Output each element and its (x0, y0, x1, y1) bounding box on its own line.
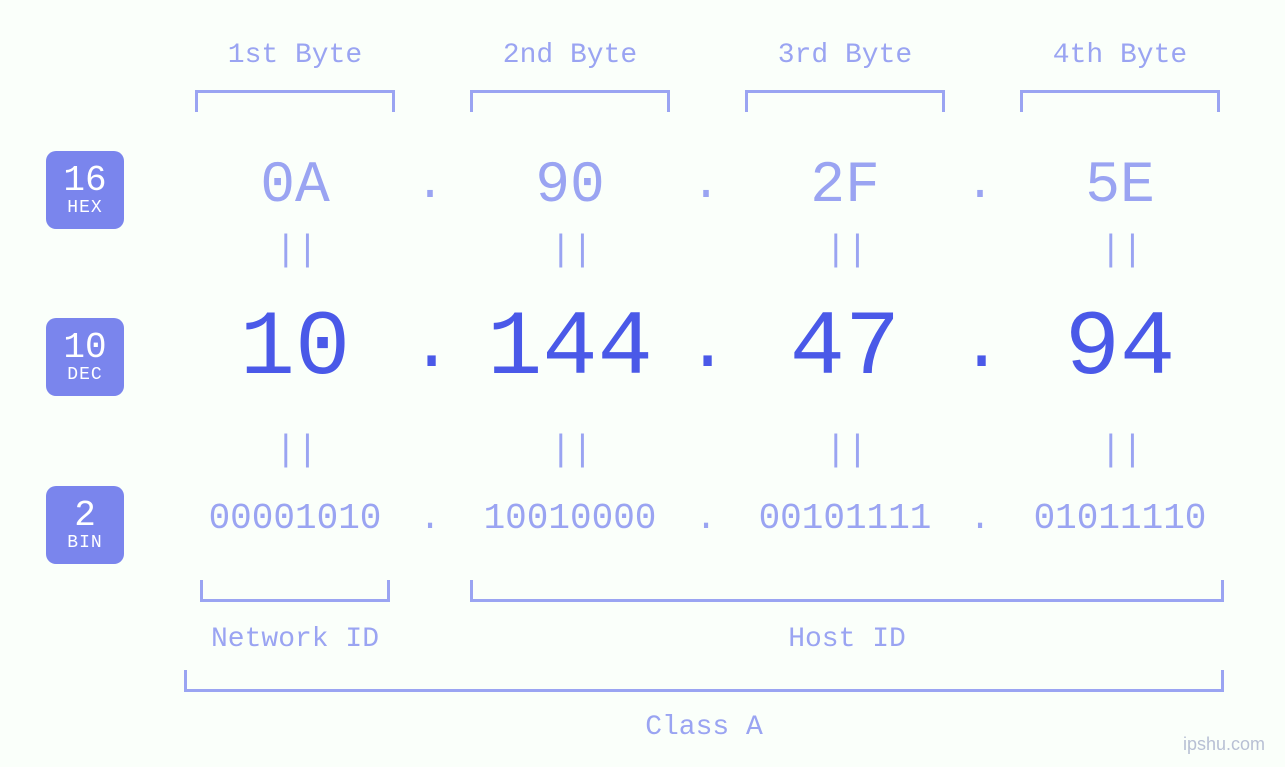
bin-byte-2: 10010000 (455, 498, 685, 539)
hex-byte-2: 90 (455, 154, 685, 219)
dec-byte-4: 94 (1005, 296, 1235, 401)
dec-dot-2: . (686, 306, 726, 388)
badge-dec-num: 10 (63, 329, 106, 367)
eq-upper-1: || (275, 230, 315, 271)
hex-byte-4: 5E (1005, 154, 1235, 219)
badge-bin: 2 BIN (46, 486, 124, 564)
dec-byte-2: 144 (455, 296, 685, 401)
hex-byte-1: 0A (180, 154, 410, 219)
dec-dot-3: . (960, 306, 1000, 388)
class-bracket (184, 670, 1224, 692)
bin-byte-1: 00001010 (180, 498, 410, 539)
eq-upper-2: || (550, 230, 590, 271)
badge-hex: 16 HEX (46, 151, 124, 229)
dec-byte-1: 10 (180, 296, 410, 401)
byte-bracket-2 (470, 90, 670, 112)
hex-dot-1: . (410, 158, 450, 212)
eq-lower-1: || (275, 430, 315, 471)
bin-dot-3: . (960, 498, 1000, 539)
byte-header-1: 1st Byte (185, 40, 405, 71)
byte-header-2: 2nd Byte (460, 40, 680, 71)
network-bracket (200, 580, 390, 602)
byte-bracket-4 (1020, 90, 1220, 112)
badge-hex-label: HEX (67, 199, 102, 218)
badge-dec-label: DEC (67, 366, 102, 385)
host-id-label: Host ID (470, 624, 1224, 655)
hex-dot-2: . (686, 158, 726, 212)
bin-byte-4: 01011110 (1005, 498, 1235, 539)
host-bracket (470, 580, 1224, 602)
dec-dot-1: . (410, 306, 450, 388)
dec-byte-3: 47 (730, 296, 960, 401)
watermark: ipshu.com (1183, 734, 1265, 755)
hex-dot-3: . (960, 158, 1000, 212)
bin-dot-1: . (410, 498, 450, 539)
badge-bin-label: BIN (67, 534, 102, 553)
byte-header-4: 4th Byte (1010, 40, 1230, 71)
badge-bin-num: 2 (74, 497, 96, 535)
byte-bracket-1 (195, 90, 395, 112)
eq-lower-3: || (825, 430, 865, 471)
network-id-label: Network ID (200, 624, 390, 655)
class-label: Class A (184, 712, 1224, 743)
eq-lower-2: || (550, 430, 590, 471)
bin-byte-3: 00101111 (730, 498, 960, 539)
eq-upper-3: || (825, 230, 865, 271)
bin-dot-2: . (686, 498, 726, 539)
byte-bracket-3 (745, 90, 945, 112)
byte-header-3: 3rd Byte (735, 40, 955, 71)
hex-byte-3: 2F (730, 154, 960, 219)
eq-upper-4: || (1100, 230, 1140, 271)
badge-dec: 10 DEC (46, 318, 124, 396)
eq-lower-4: || (1100, 430, 1140, 471)
badge-hex-num: 16 (63, 162, 106, 200)
